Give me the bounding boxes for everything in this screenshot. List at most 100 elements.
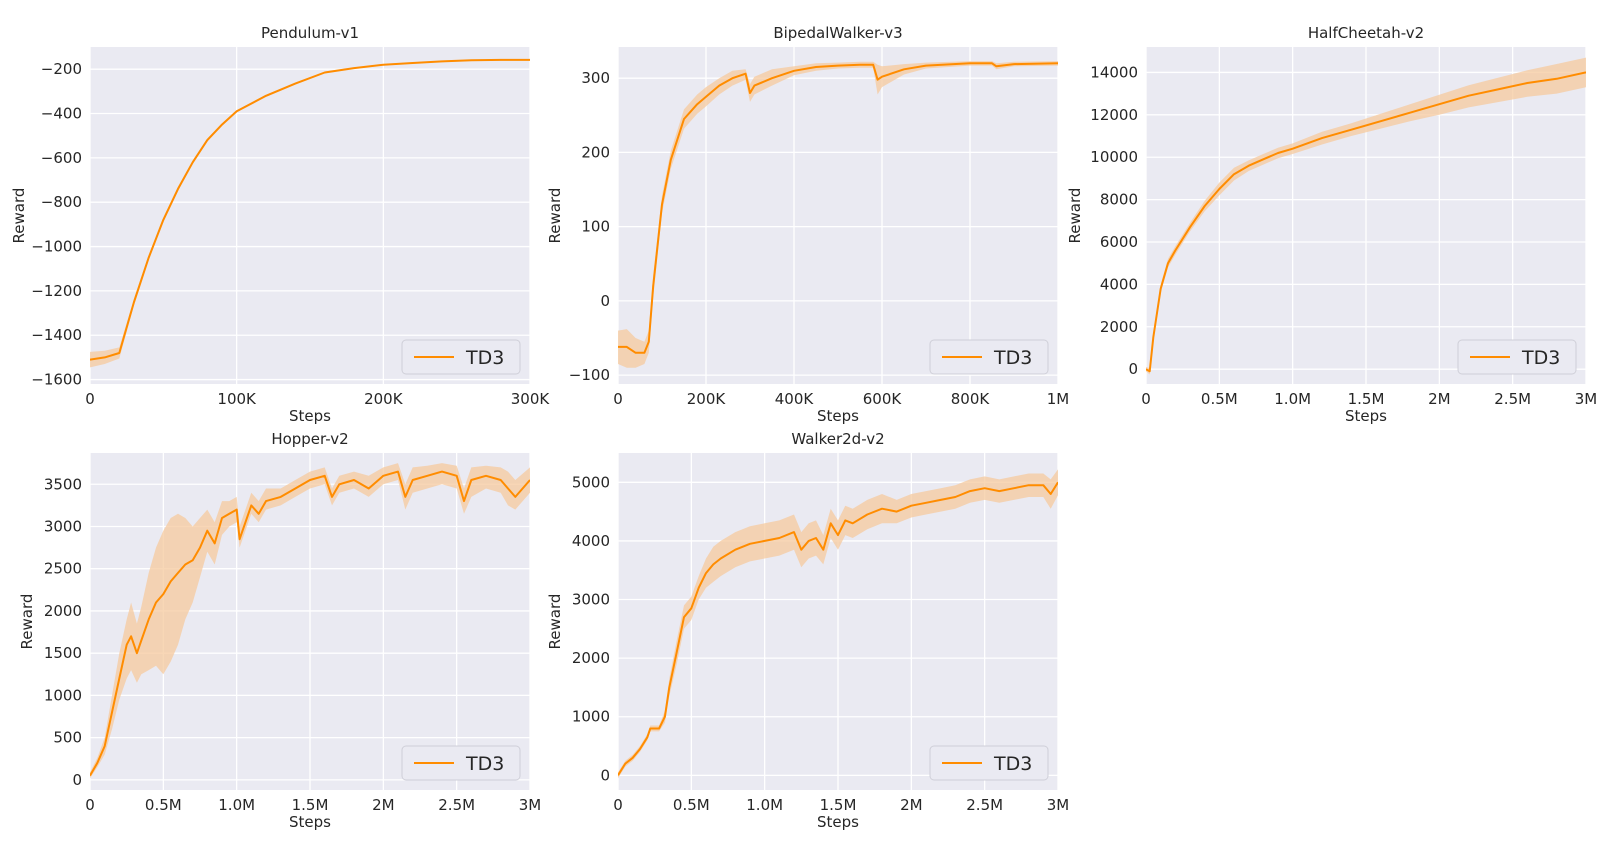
x-tick-label: 2.5M [966,796,1003,814]
confidence-band [90,463,530,779]
series-line-td3 [90,58,530,361]
y-axis-label: Reward [10,188,28,244]
legend: TD3 [401,339,521,375]
x-tick-label: 1.0M [746,796,783,814]
chart-title: BipedalWalker-v3 [773,24,902,42]
chart-title: Walker2d-v2 [791,430,884,448]
y-tick-label: 5000 [572,473,610,491]
chart-bipedalwalker: 0 200K 400K 600K 800K 1M−1000100200300Bipedal… [546,24,1069,425]
x-tick-label: 100K [217,390,257,408]
chart-pendulum: 0 100K 200K 300K −1600 −1400 −1200 −1000 −800 −60… [10,24,550,425]
y-tick-label: −1600 [31,371,82,389]
confidence-band [1146,57,1586,375]
chart-title: Pendulum-v1 [261,24,359,42]
y-tick-label: 1500 [44,644,82,662]
y-tick-label: 14000 [1090,63,1138,81]
y-axis-label: Reward [18,594,36,650]
legend: TD3 [1457,339,1577,375]
x-tick-label: 2M [1428,390,1451,408]
chart-walker2d: 0 0.5M 1.0M 1.5M 2M 2.5M 3M 0 1000 2000 3000 4000 50… [546,430,1069,831]
legend-label: TD3 [993,753,1032,775]
y-tick-label: 500 [53,729,82,747]
x-tick-label: 1.0M [218,796,255,814]
x-tick-label: 1.0M [1274,390,1311,408]
y-tick-label: 300 [581,69,610,87]
y-tick-label: 12000 [1090,106,1138,124]
y-tick-label: −400 [41,105,82,123]
legend-label: TD3 [993,347,1032,369]
x-axis-label: Steps [817,407,859,425]
chart-title: HalfCheetah-v2 [1308,24,1424,42]
y-axis-label: Reward [1066,188,1084,244]
x-tick-label: 400K [775,390,815,408]
y-tick-label: 200 [581,143,610,161]
y-tick-label: 1000 [572,708,610,726]
legend-box [929,745,1049,781]
y-tick-label: 2000 [572,649,610,667]
y-axis-label: Reward [546,188,564,244]
x-tick-label: 2.5M [438,796,475,814]
chart-hopper: 0 0.5M 1.0M 1.5M 2M 2.5M 3M 0 500 1000 1500 2000 250… [18,430,541,831]
x-tick-label: 1.5M [1348,390,1385,408]
plot-area [618,47,1058,384]
legend: TD3 [929,745,1049,781]
confidence-band [618,469,1058,779]
y-tick-label: −800 [41,193,82,211]
plot-area [90,47,530,384]
x-tick-label: 0 [613,390,623,408]
y-tick-label: 3500 [44,475,82,493]
x-tick-label: 0 [85,796,95,814]
x-tick-label: 2.5M [1494,390,1531,408]
x-tick-label: 3M [519,796,542,814]
y-tick-label: 4000 [1100,275,1138,293]
legend-box [1457,339,1577,375]
x-tick-label: 0.5M [673,796,710,814]
x-tick-label: 1M [1047,390,1070,408]
legend: TD3 [401,745,521,781]
x-tick-label: 0 [85,390,95,408]
y-tick-label: 8000 [1100,191,1138,209]
chart-halfcheetah: 0 0.5M 1.0M 1.5M 2M 2.5M 3M 0 2000 4000 6000 8000 10… [1066,24,1597,425]
x-tick-label: 0.5M [145,796,182,814]
legend: TD3 [929,339,1049,375]
x-tick-label: 300K [511,390,551,408]
y-tick-label: −100 [569,366,610,384]
x-tick-label: 3M [1575,390,1598,408]
legend-label: TD3 [1521,347,1560,369]
y-tick-label: 4000 [572,532,610,550]
legend-label: TD3 [465,753,504,775]
x-tick-label: 600K [863,390,903,408]
legend-label: TD3 [465,347,504,369]
y-tick-label: 2000 [44,602,82,620]
y-tick-label: −600 [41,149,82,167]
y-tick-label: 100 [581,218,610,236]
y-tick-label: 0 [600,766,610,784]
y-tick-label: 10000 [1090,148,1138,166]
chart-title: Hopper-v2 [271,430,348,448]
y-tick-label: 3000 [44,517,82,535]
x-tick-label: 200K [364,390,404,408]
y-tick-label: 0 [600,292,610,310]
x-tick-label: 200K [687,390,727,408]
x-tick-label: 0 [1141,390,1151,408]
y-tick-label: 6000 [1100,233,1138,251]
x-axis-label: Steps [1345,407,1387,425]
legend-box [401,745,521,781]
y-tick-label: 0 [72,771,82,789]
y-tick-label: 2500 [44,560,82,578]
x-axis-label: Steps [289,813,331,831]
series-line-td3 [618,481,1058,776]
x-tick-label: 1.5M [292,796,329,814]
y-axis-label: Reward [546,594,564,650]
y-tick-label: −1400 [31,326,82,344]
y-tick-label: 1000 [44,686,82,704]
x-tick-label: 2M [900,796,923,814]
series-line-td3 [1146,71,1586,373]
y-tick-label: 2000 [1100,318,1138,336]
y-tick-label: −1000 [31,238,82,256]
y-tick-label: 0 [1128,360,1138,378]
legend-box [929,339,1049,375]
x-tick-label: 1.5M [820,796,857,814]
series-line-td3 [90,470,530,777]
x-tick-label: 800K [951,390,991,408]
